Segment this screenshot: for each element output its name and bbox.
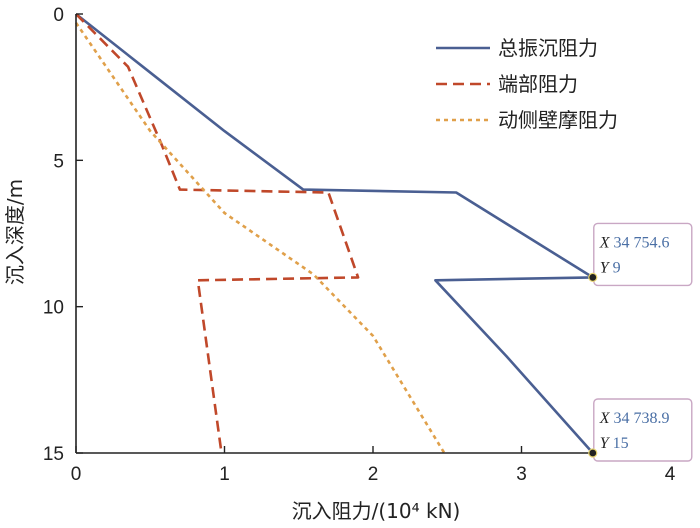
data-label-2: X 34 738.9 Y 15	[588, 398, 693, 462]
y-tick-label: 15	[43, 444, 64, 465]
data-point-marker	[588, 272, 598, 282]
data-label-1: X 34 754.6 Y 9	[588, 222, 693, 287]
y-tick-label: 5	[53, 151, 64, 172]
legend-label-1: 总振沉阻力	[498, 36, 598, 60]
data-label-x-text: X 34 738.9	[599, 410, 670, 427]
y-axis-title: 沉入深度/m	[3, 179, 27, 285]
data-label-x-text: X 34 754.6	[599, 234, 670, 251]
data-point-marker	[588, 448, 598, 458]
data-label-y-text: Y 15	[600, 435, 629, 452]
x-axis-title: 沉入阻力/(10⁴ kN)	[292, 499, 461, 523]
legend-label-3: 动侧壁摩阻力	[498, 108, 618, 132]
series-line-1	[75, 12, 595, 454]
data-label-box	[593, 398, 693, 462]
x-tick-label: 3	[516, 464, 527, 485]
x-tick-label: 4	[665, 464, 676, 485]
data-label-box	[593, 222, 693, 287]
legend-label-2: 端部阻力	[498, 72, 578, 96]
data-label-y-text: Y 9	[600, 259, 621, 276]
plot-series-group	[74, 12, 595, 454]
y-tick-label: 0	[53, 5, 64, 26]
ticks-group: 0 1 2 3 4 0 5 10 15	[43, 5, 676, 485]
x-tick-label: 2	[368, 464, 379, 485]
x-tick-label: 1	[219, 464, 230, 485]
data-labels-group: X 34 754.6 Y 9 X 34 738.9 Y 15	[588, 222, 693, 462]
series-line-3	[74, 22, 446, 454]
axes-group	[75, 14, 670, 454]
x-tick-label: 0	[71, 464, 82, 485]
y-tick-label: 10	[43, 298, 64, 319]
series-line-2	[75, 13, 360, 454]
